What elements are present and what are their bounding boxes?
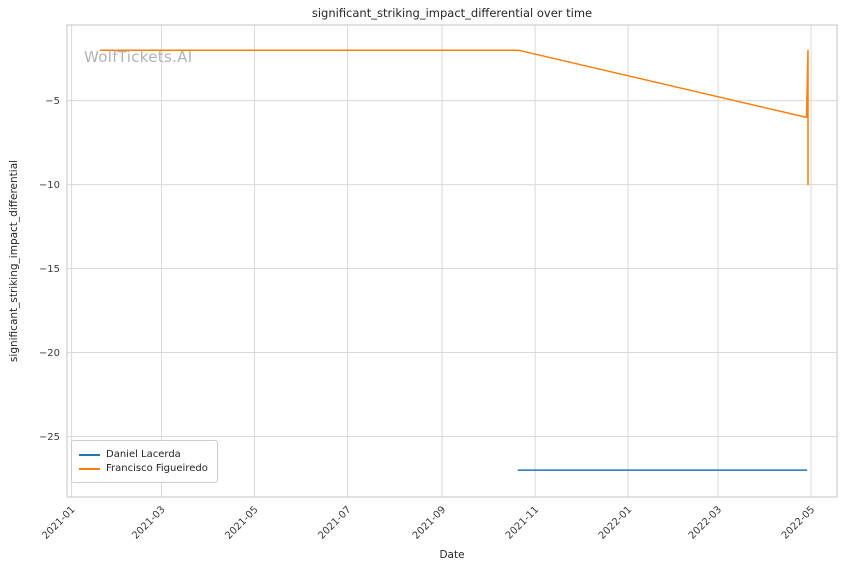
svg-text:2021-07: 2021-07	[316, 504, 353, 541]
watermark: WolfTickets.AI	[84, 48, 193, 66]
svg-text:2021-09: 2021-09	[411, 504, 448, 541]
svg-text:2021-05: 2021-05	[223, 504, 260, 541]
legend-label-francisco-figueiredo: Francisco Figueiredo	[106, 463, 208, 474]
x-axis-label: Date	[439, 549, 465, 561]
legend-swatch-francisco-figueiredo	[79, 467, 100, 470]
legend: Daniel Lacerda Francisco Figueiredo	[71, 440, 218, 483]
legend-label-daniel-lacerda: Daniel Lacerda	[106, 449, 181, 460]
svg-text:2022-03: 2022-03	[687, 504, 724, 541]
svg-text:2021-11: 2021-11	[504, 504, 541, 541]
svg-text:−20: −20	[39, 348, 60, 359]
svg-text:−25: −25	[39, 432, 60, 443]
legend-swatch-daniel-lacerda	[79, 453, 100, 456]
legend-item-daniel-lacerda: Daniel Lacerda	[79, 449, 208, 460]
svg-text:2022-05: 2022-05	[780, 504, 817, 541]
legend-item-francisco-figueiredo: Francisco Figueiredo	[79, 463, 208, 474]
svg-text:−5: −5	[45, 96, 60, 107]
svg-text:2021-03: 2021-03	[130, 504, 167, 541]
svg-text:−15: −15	[39, 264, 60, 275]
svg-text:2021-01: 2021-01	[40, 504, 77, 541]
svg-text:−10: −10	[39, 180, 60, 191]
svg-text:2022-01: 2022-01	[597, 504, 634, 541]
chart-title: significant_striking_impact_differential…	[311, 6, 593, 20]
